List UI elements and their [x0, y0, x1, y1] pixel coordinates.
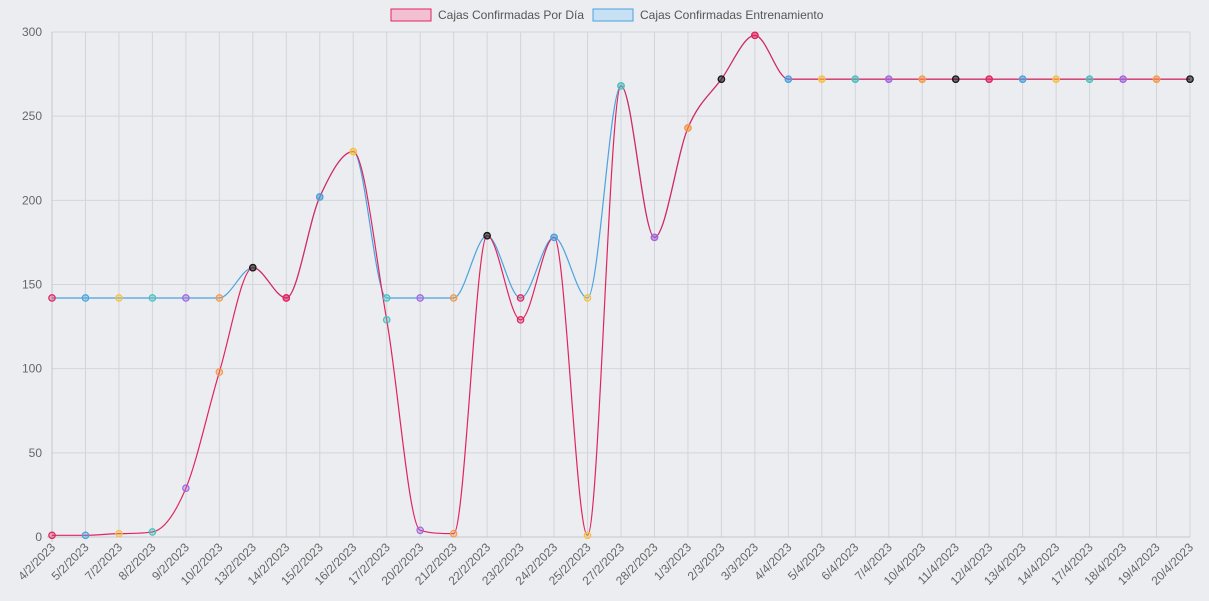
data-point[interactable]: [416, 294, 424, 302]
data-point[interactable]: [884, 75, 893, 83]
data-point[interactable]: [1018, 75, 1027, 83]
data-point[interactable]: [684, 124, 692, 132]
data-point[interactable]: [282, 294, 291, 302]
y-tick-label: 0: [35, 530, 42, 544]
data-point[interactable]: [182, 484, 190, 492]
data-point[interactable]: [550, 233, 558, 242]
data-point[interactable]: [81, 294, 90, 302]
data-point[interactable]: [583, 294, 592, 302]
data-point[interactable]: [516, 316, 525, 324]
data-point[interactable]: [449, 529, 458, 538]
data-point[interactable]: [818, 75, 826, 83]
data-point[interactable]: [115, 529, 123, 538]
data-point[interactable]: [784, 75, 793, 83]
y-tick-label: 300: [22, 25, 42, 39]
data-point[interactable]: [182, 294, 190, 302]
data-point[interactable]: [583, 531, 592, 540]
y-tick-label: 150: [22, 278, 42, 292]
data-point[interactable]: [81, 531, 90, 540]
grid: [47, 31, 1191, 542]
data-point[interactable]: [215, 294, 224, 302]
y-tick-label: 250: [22, 109, 42, 123]
data-point[interactable]: [382, 294, 391, 302]
data-point[interactable]: [48, 531, 56, 540]
y-tick-label: 50: [29, 446, 43, 460]
data-point[interactable]: [918, 75, 927, 83]
data-point[interactable]: [1085, 75, 1094, 83]
data-point[interactable]: [416, 526, 424, 535]
data-point[interactable]: [1152, 75, 1161, 83]
data-point[interactable]: [717, 75, 726, 83]
data-point[interactable]: [148, 528, 157, 536]
data-point[interactable]: [249, 263, 257, 272]
data-point[interactable]: [349, 147, 358, 156]
data-point[interactable]: [751, 31, 759, 40]
data-point[interactable]: [48, 294, 56, 302]
data-point[interactable]: [516, 294, 525, 302]
legend-label[interactable]: Cajas Confirmadas Entrenamiento: [640, 8, 824, 22]
data-point[interactable]: [617, 82, 625, 90]
y-tick-label: 100: [22, 362, 42, 376]
data-point[interactable]: [951, 75, 960, 83]
data-point[interactable]: [483, 231, 491, 240]
legend-label[interactable]: Cajas Confirmadas Por Día: [438, 8, 584, 22]
legend-swatch[interactable]: [592, 8, 634, 22]
data-point[interactable]: [1186, 75, 1194, 83]
data-point[interactable]: [382, 316, 391, 324]
data-point[interactable]: [148, 294, 157, 302]
data-point[interactable]: [315, 193, 324, 201]
points-layer: [48, 31, 1194, 540]
legend-swatch[interactable]: [390, 8, 432, 22]
data-point[interactable]: [650, 233, 659, 242]
data-point[interactable]: [215, 368, 224, 376]
data-point[interactable]: [985, 75, 993, 83]
data-point[interactable]: [449, 294, 458, 302]
y-axis: 0 50 100 150 200 250 300: [22, 25, 42, 544]
data-point[interactable]: [1119, 75, 1127, 83]
y-tick-label: 200: [22, 193, 42, 207]
data-point[interactable]: [1052, 75, 1060, 83]
x-axis: 4/2/20235/2/20237/2/20238/2/20239/2/2023…: [15, 540, 1196, 588]
data-point[interactable]: [115, 294, 123, 302]
data-point[interactable]: [851, 75, 860, 83]
legend: Cajas Confirmadas Por Día Cajas Confirmad…: [390, 8, 824, 22]
